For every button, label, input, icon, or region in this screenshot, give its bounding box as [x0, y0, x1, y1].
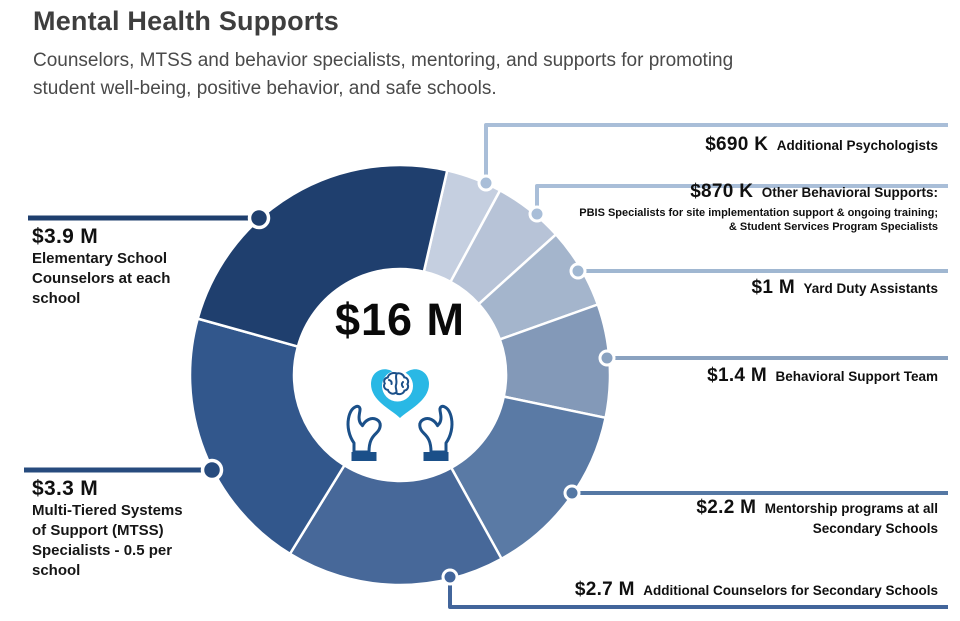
callout-elementary-school-counselors: $3.9 M Elementary School Counselors at e… [32, 225, 170, 309]
callout-mentorship-programs: $2.2 M Mentorship programs at all Second… [696, 497, 938, 538]
callout-line-5 [448, 577, 948, 609]
callout-value: $2.7 M [574, 579, 635, 600]
callout-dot-3 [598, 349, 616, 367]
callout-label: Specialists - 0.5 per [32, 542, 173, 559]
left-hand-icon [346, 404, 382, 461]
callout-value: $1.4 M [707, 365, 767, 386]
subtitle-line-2: student well-being, positive behavior, a… [33, 78, 497, 99]
callout-additional-counselors-secondary: $2.7 M Additional Counselors for Seconda… [575, 579, 938, 601]
callout-label-line-2: Secondary Schools [812, 521, 938, 536]
subtitle-line-1: Counselors, MTSS and behavior specialist… [33, 50, 734, 71]
callout-dot-4 [563, 484, 581, 502]
callout-label: Other Behavioral Supports: [761, 185, 938, 200]
callout-sublabel: PBIS Specialists for site implementation… [579, 207, 938, 219]
callout-label: Elementary School [32, 250, 168, 267]
callout-label: Behavioral Support Team [775, 369, 938, 384]
callout-dot-5 [441, 568, 459, 586]
right-hand-icon [418, 404, 454, 461]
pie-segment-3.3M [188, 317, 346, 556]
brain-detail-left [388, 379, 393, 385]
callout-label: Mentorship programs at all [764, 501, 938, 516]
callout-other-behavioral-supports: $870 K Other Behavioral Supports: PBIS S… [579, 181, 938, 234]
hands-holding-brain-heart-icon [346, 369, 454, 461]
callout-sublabel: & Student Services Program Specialists [728, 220, 938, 233]
callout-label: Additional Psychologists [776, 138, 938, 153]
callout-label: of Support (MTSS) [32, 522, 164, 539]
callout-label: Yard Duty Assistants [803, 281, 938, 296]
callout-label: Multi-Tiered Systems [32, 502, 183, 519]
callout-dot-1 [528, 205, 546, 223]
callout-label: Additional Counselors for Secondary Scho… [643, 583, 938, 598]
pie-segment-2.7M [288, 464, 503, 587]
brain-center-line [394, 373, 398, 394]
pie-segment-3.9M [196, 163, 449, 348]
callout-value: $3.9 M [32, 225, 98, 248]
callout-label: school [32, 562, 81, 579]
callout-label: Counselors at each [32, 270, 171, 287]
donut-center-total: $16 M [334, 294, 466, 345]
callout-dot-7 [247, 206, 271, 230]
callout-value: $2.2 M [696, 497, 757, 518]
callout-value: $870 K [690, 181, 754, 202]
callout-line-1 [535, 184, 948, 214]
callout-additional-psychologists: $690 K Additional Psychologists [705, 134, 938, 156]
callout-label: school [32, 290, 81, 307]
callout-value: $3.3 M [32, 477, 98, 500]
callout-behavioral-support-team: $1.4 M Behavioral Support Team [707, 365, 938, 387]
brain-detail-right [400, 381, 404, 388]
page-title: Mental Health Supports [33, 6, 339, 36]
page-subtitle: Counselors, MTSS and behavior specialist… [33, 47, 733, 103]
callout-dot-6 [200, 458, 224, 482]
callout-value: $690 K [705, 134, 769, 155]
callout-dot-2 [569, 262, 587, 280]
callout-yard-duty-assistants: $1 M Yard Duty Assistants [752, 277, 938, 299]
callout-mtss-specialists: $3.3 M Multi-Tiered Systems of Support (… [32, 477, 183, 581]
callout-value: $1 M [751, 277, 795, 298]
callout-dot-0 [477, 174, 495, 192]
callout-line-0 [484, 123, 948, 183]
